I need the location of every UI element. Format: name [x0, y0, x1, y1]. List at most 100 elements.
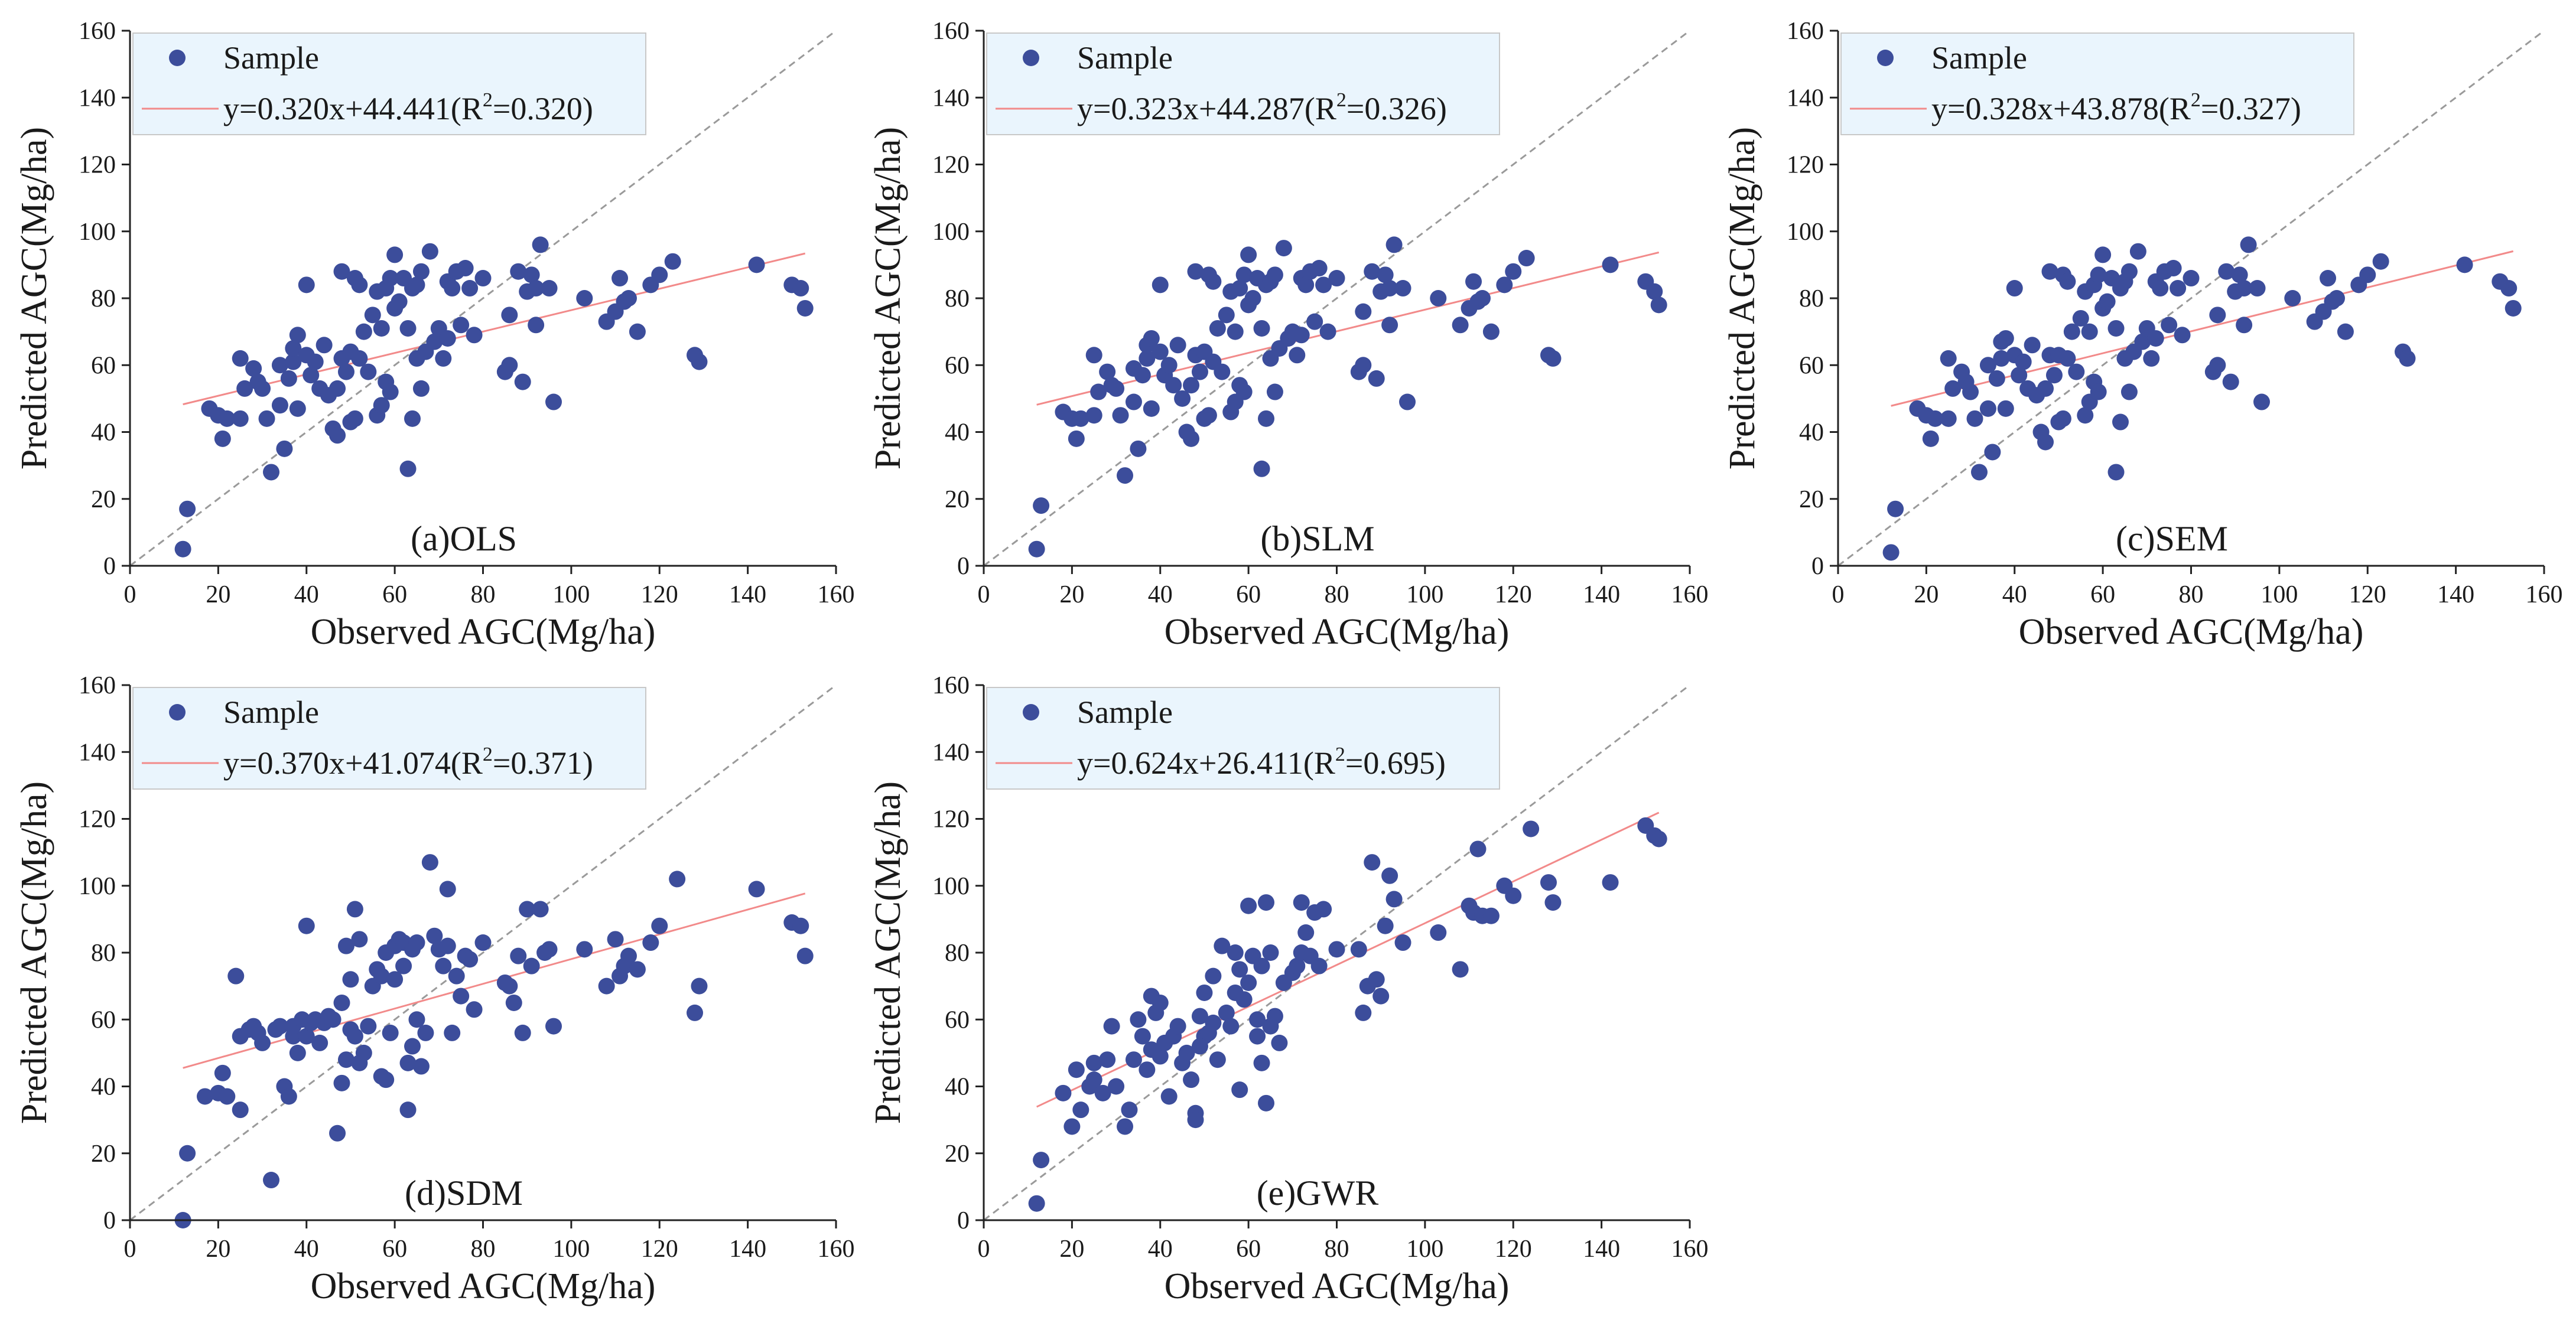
scatter-point — [2231, 266, 2248, 283]
x-axis-title: Observed AGC(Mg/ha) — [1165, 612, 1510, 652]
legend-sample-label: Sample — [223, 695, 319, 730]
scatter-point — [629, 961, 646, 978]
scatter-point — [1922, 430, 1939, 447]
scatter-point — [2372, 253, 2389, 270]
x-tick-label: 60 — [382, 1236, 407, 1263]
scatter-point — [510, 263, 527, 280]
y-tick-label: 160 — [79, 672, 116, 699]
scatter-point — [399, 320, 417, 337]
scatter-point — [1496, 276, 1513, 294]
y-tick-label: 120 — [932, 806, 970, 833]
scatter-point — [2072, 309, 2089, 327]
scatter-point — [2006, 280, 2023, 297]
y-tick-label: 40 — [1799, 419, 1824, 446]
scatter-point — [514, 373, 531, 390]
fit-r2-superscript: 2 — [2191, 89, 2201, 111]
scatter-point — [439, 937, 456, 954]
y-tick-label: 40 — [945, 1074, 970, 1101]
scatter-point — [1315, 276, 1332, 294]
scatter-point — [598, 977, 615, 995]
scatter-point — [373, 397, 390, 414]
scatter-point — [466, 327, 483, 344]
identity-line — [1837, 30, 2545, 567]
scatter-point — [1944, 380, 1962, 397]
y-tick-label: 120 — [79, 806, 116, 833]
scatter-point — [1183, 430, 1200, 447]
scatter-point — [1253, 957, 1270, 974]
scatter-point — [1227, 323, 1244, 340]
scatter-point — [355, 1044, 372, 1061]
scatter-point — [2218, 263, 2235, 280]
scatter-point — [576, 290, 593, 307]
y-tick-label: 20 — [945, 1140, 970, 1168]
scatter-point — [289, 400, 306, 417]
scatter-point — [1205, 967, 1222, 985]
scatter-point — [541, 280, 558, 297]
scatter-point — [1191, 363, 1208, 380]
scatter-point — [501, 977, 518, 995]
scatter-point — [1452, 961, 1469, 978]
scatter-point — [289, 327, 306, 344]
scatter-point — [612, 270, 629, 287]
x-tick-label: 60 — [2090, 581, 2115, 608]
legend-marker — [1877, 50, 1894, 66]
x-tick-label: 100 — [1406, 581, 1443, 608]
scatter-point — [532, 901, 549, 918]
scatter-point — [2120, 263, 2138, 280]
scatter-point — [1988, 370, 2005, 387]
y-tick-label: 140 — [1787, 84, 1824, 112]
scatter-point — [796, 947, 814, 964]
scatter-point — [1602, 256, 1619, 273]
y-tick-label: 20 — [1799, 486, 1824, 513]
scatter-point — [1377, 266, 1394, 283]
scatter-point — [1090, 383, 1107, 400]
scatter-point — [399, 460, 417, 477]
scatter-point — [179, 1145, 196, 1162]
x-tick-label: 0 — [124, 1236, 136, 1263]
scatter-point — [333, 1074, 350, 1091]
scatter-point — [2253, 393, 2270, 410]
scatter-point — [346, 410, 363, 427]
scatter-point — [2183, 270, 2200, 287]
scatter-point — [1430, 924, 1447, 941]
legend: Sample y=0.328x+43.878(R2=0.327) — [1840, 32, 2354, 135]
scatter-point — [1103, 1018, 1120, 1035]
scatter-point — [196, 1088, 213, 1105]
scatter-point — [426, 333, 443, 350]
x-tick-label: 0 — [124, 581, 136, 608]
scatter-point — [1231, 280, 1248, 297]
scatter-point — [280, 370, 297, 387]
scatter-point — [466, 1001, 483, 1018]
y-tick-label: 0 — [957, 1207, 970, 1234]
scatter-point — [1997, 400, 2014, 417]
scatter-point — [2094, 246, 2112, 263]
y-axis-title: Predicted AGC(Mg/ha) — [868, 127, 908, 470]
scatter-point — [399, 1054, 417, 1071]
y-tick-label: 80 — [945, 940, 970, 967]
scatter-point — [2170, 280, 2187, 297]
scatter-point — [254, 1034, 271, 1051]
scatter-point — [236, 380, 253, 397]
scatter-point — [1275, 240, 1292, 257]
scatter-point — [412, 380, 430, 397]
x-tick-label: 20 — [206, 581, 230, 608]
scatter-point — [1505, 887, 1522, 904]
scatter-point — [748, 256, 765, 273]
fit-equation-prefix: y=0.370x+41.074(R — [223, 745, 483, 781]
scatter-point — [532, 236, 549, 253]
scatter-point — [311, 1034, 328, 1051]
scatter-point — [1227, 944, 1244, 961]
scatter-point — [271, 397, 288, 414]
scatter-point — [337, 363, 354, 380]
scatter-point — [2328, 290, 2345, 307]
scatter-point — [1183, 377, 1200, 394]
x-tick-label: 20 — [206, 1236, 230, 1263]
y-tick-label: 0 — [103, 553, 116, 580]
scatter-point — [1310, 957, 1328, 974]
identity-line — [983, 30, 1690, 567]
scatter-point — [263, 1172, 279, 1189]
scatter-point — [1130, 1011, 1147, 1028]
scatter-point — [408, 934, 425, 951]
scatter-point — [1231, 961, 1248, 978]
scatter-point — [399, 1101, 417, 1119]
